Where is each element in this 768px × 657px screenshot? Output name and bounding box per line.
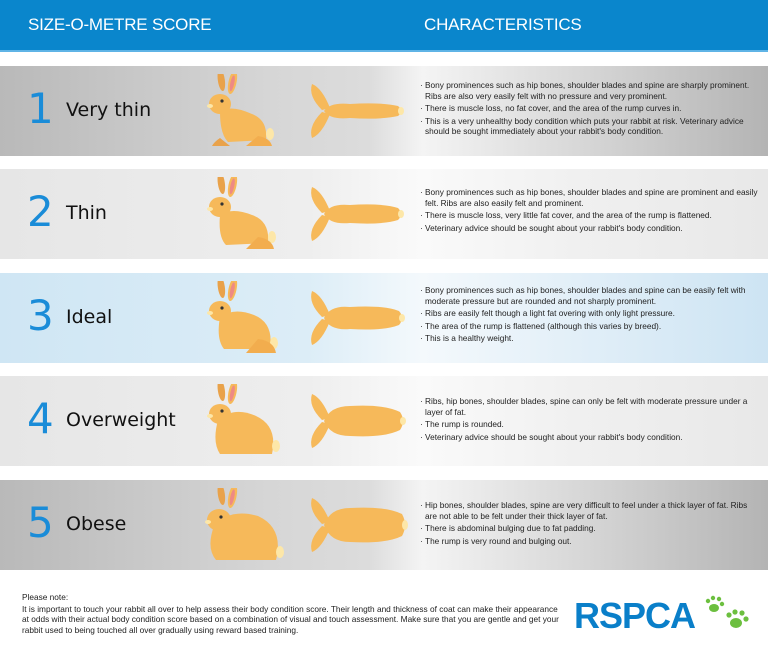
characteristic-item: There is abdominal bulging due to fat pa… (420, 523, 760, 534)
characteristic-item: The area of the rump is flattened (altho… (420, 321, 760, 332)
rabbit-top-view-icon (311, 291, 405, 345)
characteristic-item: There is muscle loss, no fat cover, and … (420, 103, 760, 114)
score-row-very-thin: 1 Very thin Bony prominences such as hip… (0, 66, 768, 156)
characteristic-item: This is a healthy weight. (420, 333, 760, 344)
note-title: Please note: (22, 592, 69, 602)
rabbit-top-view-icon (311, 187, 404, 241)
characteristic-item: The rump is very round and bulging out. (420, 536, 760, 547)
characteristics-list: Ribs, hip bones, shoulder blades, spine … (420, 396, 760, 444)
note-body: It is important to touch your rabbit all… (22, 603, 559, 635)
score-number: 3 (27, 291, 54, 340)
score-label: Thin (66, 202, 107, 224)
score-number: 4 (27, 394, 54, 443)
please-note-section: Please note: It is important to touch yo… (22, 592, 562, 635)
characteristic-item: Bony prominences such as hip bones, shou… (420, 187, 760, 208)
characteristic-item: This is a very unhealthy body condition … (420, 116, 760, 137)
paw-print-icon (705, 595, 749, 628)
score-number: 2 (27, 187, 54, 236)
characteristic-item: Bony prominences such as hip bones, shou… (420, 80, 760, 101)
characteristics-list: Hip bones, shoulder blades, spine are ve… (420, 500, 760, 548)
characteristic-item: Veterinary advice should be sought about… (420, 432, 760, 443)
characteristic-item: The rump is rounded. (420, 419, 760, 430)
score-label: Very thin (66, 99, 152, 121)
score-row-ideal: 3 Ideal Bony prominences such as hip bon… (0, 273, 768, 363)
score-row-overweight: 4 Overweight Ribs, hip bones, shoulder b… (0, 376, 768, 466)
rabbit-side-view-icon (207, 74, 274, 146)
score-label: Obese (66, 513, 127, 535)
characteristics-list: Bony prominences such as hip bones, shou… (420, 187, 760, 235)
characteristic-item: Ribs are easily felt though a light fat … (420, 308, 760, 319)
characteristic-item: Ribs, hip bones, shoulder blades, spine … (420, 396, 760, 417)
rabbit-top-view-icon (311, 498, 408, 552)
characteristics-list: Bony prominences such as hip bones, shou… (420, 285, 760, 346)
rabbit-side-view-icon (207, 384, 280, 454)
score-row-obese: 5 Obese Hip bones, shoulder blades, spin… (0, 480, 768, 570)
score-column-title: SIZE-O-METRE SCORE (28, 15, 212, 34)
characteristic-item: Bony prominences such as hip bones, shou… (420, 285, 760, 306)
characteristic-item: There is muscle loss, very little fat co… (420, 210, 760, 221)
header-bar: SIZE-O-METRE SCORE CHARACTERISTICS (0, 0, 768, 52)
rabbit-top-view-icon (311, 84, 404, 138)
characteristic-item: Veterinary advice should be sought about… (420, 223, 760, 234)
score-row-thin: 2 Thin Bony prominences such as hip bone… (0, 169, 768, 259)
rspca-logo: RSPCA (574, 594, 754, 638)
score-number: 1 (27, 84, 54, 133)
characteristics-column-title: CHARACTERISTICS (424, 15, 582, 34)
rabbit-top-view-icon (311, 394, 406, 448)
score-label: Ideal (66, 306, 113, 328)
characteristic-item: Hip bones, shoulder blades, spine are ve… (420, 500, 760, 521)
score-number: 5 (27, 498, 54, 547)
rabbit-side-view-icon (207, 281, 278, 353)
logo-text: RSPCA (574, 595, 696, 636)
rabbit-side-view-icon (205, 488, 284, 560)
characteristics-list: Bony prominences such as hip bones, shou… (420, 80, 760, 139)
score-label: Overweight (66, 409, 176, 431)
rabbit-side-view-icon (207, 177, 276, 249)
